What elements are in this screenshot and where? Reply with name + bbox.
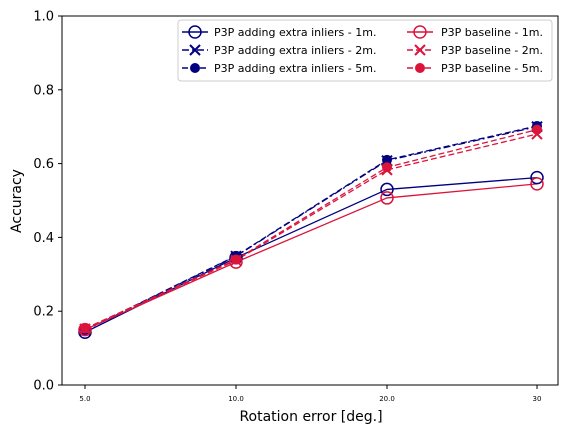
legend: P3P adding extra inliers - 1m. P3P adding… (177, 19, 553, 82)
series-4-point-4 (530, 177, 544, 191)
series-1-point-4 (530, 170, 544, 185)
legend-label-2: P3P adding extra inliers - 2m. (214, 44, 376, 57)
y-axis-label: Accuracy (9, 169, 25, 233)
series-6-point-2 (231, 254, 241, 265)
legend-marker-2-stroke-b (189, 44, 201, 56)
legend-marker-6 (415, 63, 425, 73)
series-6-point-4 (532, 124, 542, 135)
y-tick-label-1: 0.0 (33, 379, 54, 394)
series-line-4 (84, 183, 538, 331)
y-tick-label-6: 1.0 (33, 10, 54, 25)
legend-label-6: P3P baseline - 5m. (441, 62, 543, 75)
y-tick-label-3: 0.4 (33, 231, 54, 246)
plot-frame (61, 15, 559, 386)
y-tick-label-5: 0.8 (33, 83, 54, 98)
x-tick-label-3: 20.0 (379, 395, 395, 403)
legend-marker-5-stroke-b (414, 44, 426, 56)
legend-marker-5 (414, 44, 426, 56)
y-tick-label-2: 0.2 (33, 305, 54, 320)
series-line-1 (84, 176, 538, 333)
legend-label-3: P3P adding extra inliers - 5m. (214, 62, 376, 75)
x-tick-label-2: 10.0 (228, 395, 244, 403)
legend-label-4: P3P baseline - 1m. (441, 26, 543, 39)
legend-box (177, 19, 553, 82)
legend-label-1: P3P adding extra inliers - 1m. (214, 26, 376, 39)
legend-marker-3 (190, 63, 200, 73)
series-6-point-3 (382, 162, 392, 173)
x-tick-label-1: 5.0 (79, 395, 90, 403)
plot-area (78, 120, 544, 339)
series-line-3 (84, 125, 538, 331)
series-1-point-3 (380, 182, 394, 197)
legend-marker-1 (188, 25, 202, 39)
x-tick-label-4: 30 (533, 395, 542, 403)
legend-label-5: P3P baseline - 2m. (441, 44, 543, 57)
series-6-point-1 (80, 323, 90, 334)
axes: 0.0 0.2 0.4 0.6 0.8 1.0 5.0 10.0 20.0 30 (33, 10, 559, 403)
legend-marker-2 (189, 44, 201, 56)
series-4-point-3 (380, 191, 394, 205)
y-tick-label-4: 0.6 (33, 157, 54, 172)
x-axis-label: Rotation error [deg.] (239, 409, 382, 425)
series-line-6 (84, 129, 538, 330)
legend-marker-4 (413, 25, 427, 39)
